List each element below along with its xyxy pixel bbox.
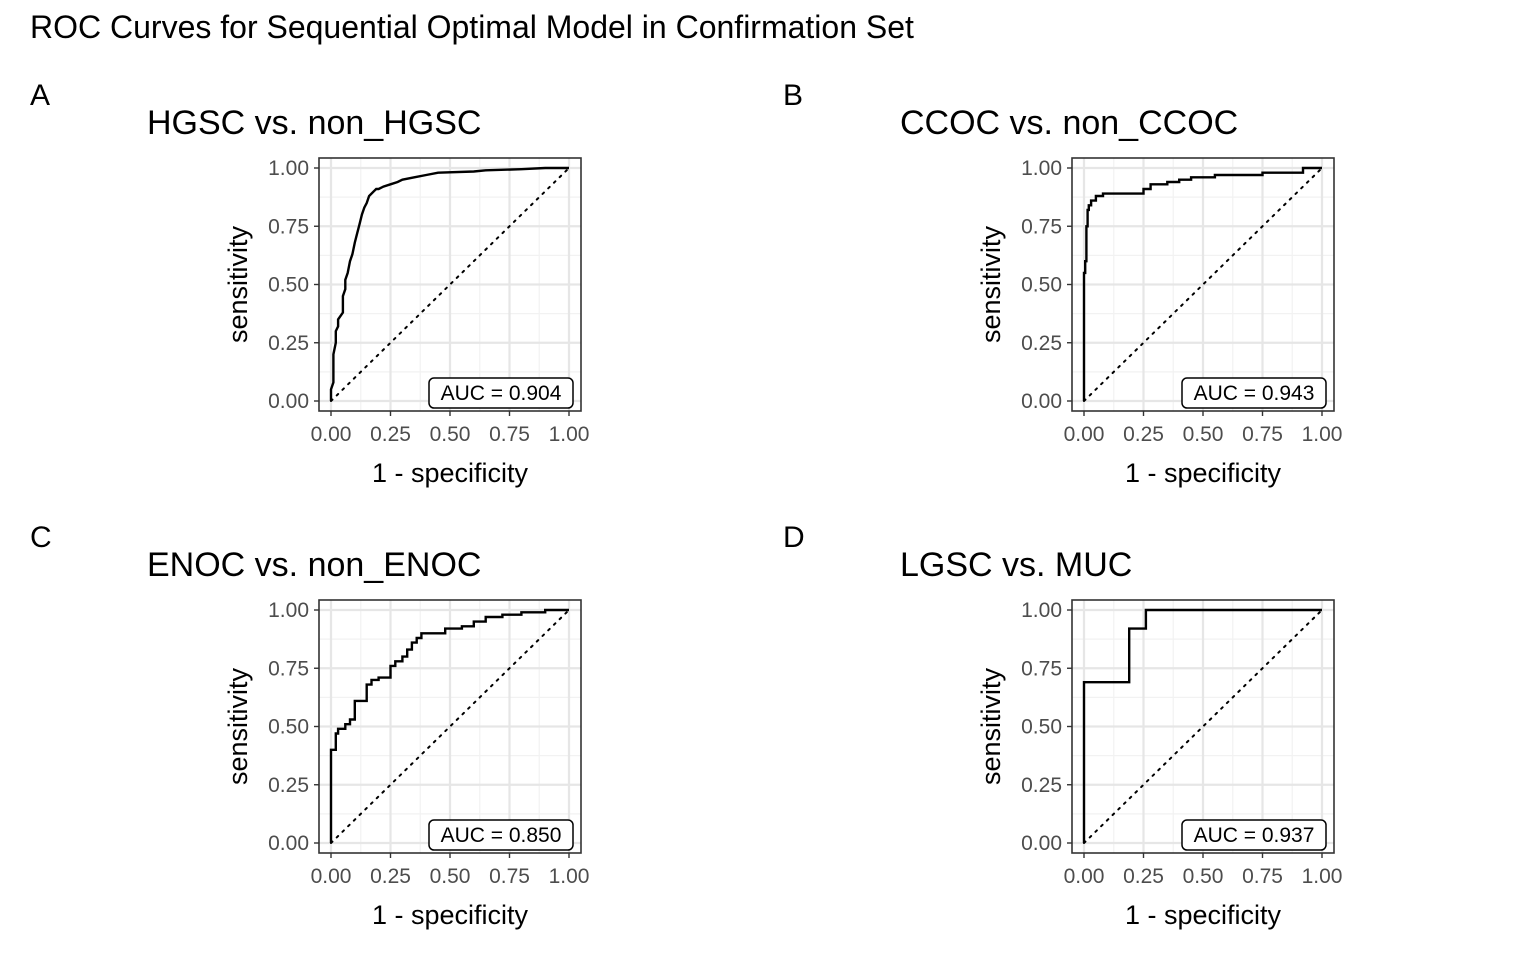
reference-diagonal (1083, 167, 1323, 402)
roc-panel-b: B CCOC vs. non_CCOC 0.000.00 0.25 0.25 0.50 0.… (783, 79, 1342, 488)
x-tick-label: 0.25 (370, 423, 411, 446)
panel-title: CCOC vs. non_CCOC (900, 104, 1238, 142)
y-tick-label: 0.25 (268, 774, 309, 797)
panel-tag: D (783, 521, 805, 554)
auc-label-box (428, 377, 574, 409)
y-tick-label: 0.00 (268, 832, 309, 855)
y-tick-label: 0.50 (1021, 274, 1062, 297)
y-tick-label: 0.75 (268, 657, 309, 680)
x-tick-label: 0.75 (489, 423, 530, 446)
roc-curve (329, 608, 569, 843)
y-tick-label: 1.00 (1021, 599, 1062, 622)
auc-label-box (1181, 819, 1327, 851)
x-axis-label: 1 - specificity (1125, 458, 1282, 488)
y-tick-label: 0.00 (1021, 832, 1062, 855)
auc-label-box (428, 819, 574, 851)
y-tick-label: 0.25 (268, 332, 309, 355)
y-axis-label: sensitivity (223, 667, 253, 785)
panel-title: LGSC vs. MUC (900, 546, 1132, 584)
x-tick-label: 1.00 (1302, 865, 1343, 888)
x-tick-label: 0.25 (1123, 865, 1164, 888)
y-tick-label: 1.00 (268, 157, 309, 180)
x-tick-label: 0.00 (311, 423, 352, 446)
auc-label: AUC = 0.904 (441, 382, 562, 405)
roc-curve (329, 166, 569, 401)
y-tick-label: 0.25 (1021, 774, 1062, 797)
auc-label: AUC = 0.937 (1194, 824, 1315, 847)
x-tick-label: 0.50 (1183, 423, 1224, 446)
roc-curve (1082, 166, 1322, 401)
auc-label: AUC = 0.850 (441, 824, 562, 847)
x-tick-label: 0.75 (1242, 423, 1283, 446)
reference-diagonal (1083, 609, 1323, 844)
y-tick-label: 1.00 (268, 599, 309, 622)
reference-diagonal (330, 167, 570, 402)
y-tick-label: 0.75 (1021, 657, 1062, 680)
reference-diagonal (330, 609, 570, 844)
auc-label: AUC = 0.943 (1194, 382, 1315, 405)
x-tick-label: 0.50 (1183, 865, 1224, 888)
figure-title: ROC Curves for Sequential Optimal Model … (30, 9, 914, 45)
x-tick-label: 0.25 (370, 865, 411, 888)
roc-panel-c: C ENOC vs. non_ENOC 0.000.00 0.25 0.25 0.50 0.… (30, 521, 589, 930)
x-tick-label: 1.00 (549, 865, 590, 888)
y-tick-label: 0.50 (268, 274, 309, 297)
x-tick-label: 0.00 (1064, 423, 1105, 446)
y-tick-label: 0.75 (1021, 215, 1062, 238)
auc-label-box (1181, 377, 1327, 409)
y-tick-label: 1.00 (1021, 157, 1062, 180)
y-tick-label: 0.00 (268, 390, 309, 413)
x-tick-label: 0.00 (311, 865, 352, 888)
panel-tag: B (783, 79, 803, 112)
panel-tag: C (30, 521, 52, 554)
x-tick-label: 1.00 (1302, 423, 1343, 446)
y-tick-label: 0.25 (1021, 332, 1062, 355)
y-tick-label: 0.50 (1021, 716, 1062, 739)
x-tick-label: 0.75 (1242, 865, 1283, 888)
y-axis-label: sensitivity (976, 667, 1006, 785)
x-tick-label: 0.50 (430, 865, 471, 888)
panel-title: ENOC vs. non_ENOC (147, 546, 481, 584)
x-axis-label: 1 - specificity (1125, 900, 1282, 930)
y-tick-label: 0.50 (268, 716, 309, 739)
roc-panel-a: A HGSC vs. non_HGSC 0.000.00 0.25 0.25 0.50 0.… (30, 79, 589, 488)
roc-panel-d: D LGSC vs. MUC 0.000.00 0.25 0.25 0.50 0.50 0.7… (783, 521, 1342, 930)
x-tick-label: 0.25 (1123, 423, 1164, 446)
roc-curve (1082, 608, 1322, 843)
y-tick-label: 0.75 (268, 215, 309, 238)
y-axis-label: sensitivity (223, 225, 253, 343)
panel-tag: A (30, 79, 50, 112)
x-tick-label: 0.75 (489, 865, 530, 888)
x-axis-label: 1 - specificity (372, 458, 529, 488)
x-tick-label: 0.50 (430, 423, 471, 446)
x-axis-label: 1 - specificity (372, 900, 529, 930)
x-tick-label: 0.00 (1064, 865, 1105, 888)
x-tick-label: 1.00 (549, 423, 590, 446)
y-tick-label: 0.00 (1021, 390, 1062, 413)
panel-title: HGSC vs. non_HGSC (147, 104, 481, 142)
y-axis-label: sensitivity (976, 225, 1006, 343)
